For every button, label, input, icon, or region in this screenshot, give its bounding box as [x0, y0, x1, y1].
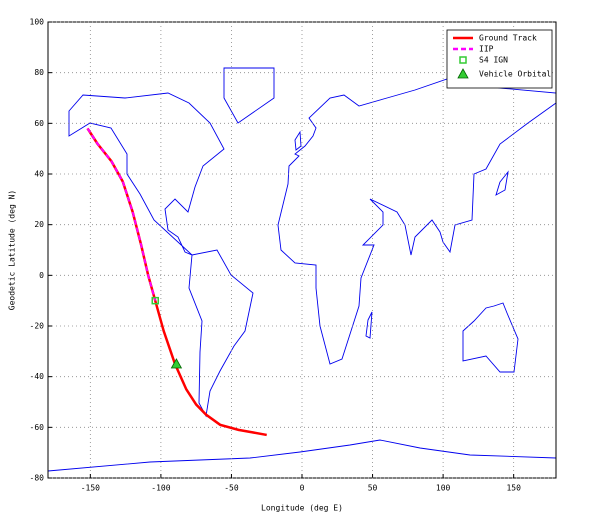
britain: [294, 130, 302, 151]
y-tick-label: 60: [34, 119, 44, 128]
x-tick-label: 50: [368, 484, 378, 493]
y-tick-label: 40: [34, 170, 44, 179]
y-tick-label: 80: [34, 68, 44, 77]
y-tick-label: -80: [30, 474, 45, 483]
japan: [495, 170, 509, 196]
y-axis-label: Geodetic Latitude (deg N): [8, 190, 17, 310]
y-tick-label: 0: [39, 271, 44, 280]
marker: [151, 296, 159, 305]
x-tick-label: -50: [224, 484, 239, 493]
x-tick-label: 150: [506, 484, 521, 493]
y-tick-label: -40: [30, 372, 45, 381]
legend-label: Vehicle Orbital: [479, 70, 551, 79]
y-tick-label: 20: [34, 220, 44, 229]
marker: [170, 358, 183, 369]
madagascar: [365, 311, 373, 339]
x-axis-label: Longitude (deg E): [261, 504, 343, 513]
x-tick-label: 0: [300, 484, 305, 493]
greenland: [223, 67, 275, 124]
x-tick-label: -150: [81, 484, 100, 493]
legend-label: Ground Track: [479, 34, 537, 43]
x-tick-label: -100: [151, 484, 170, 493]
y-tick-label: 100: [30, 18, 45, 27]
north-america: [68, 92, 225, 256]
series-line: [86, 127, 157, 301]
y-tick-label: -20: [30, 322, 45, 331]
x-tick-label: 100: [436, 484, 451, 493]
legend-swatch: [457, 68, 469, 79]
legend-label: IIP: [479, 45, 494, 54]
y-tick-label: -60: [30, 423, 45, 432]
south-america: [188, 249, 254, 418]
legend-swatch: [459, 56, 467, 64]
eurasia-africa: [277, 77, 557, 365]
legend-label: S4 IGN: [479, 56, 508, 65]
coastlines: [47, 67, 557, 472]
antarctica: [47, 439, 557, 472]
